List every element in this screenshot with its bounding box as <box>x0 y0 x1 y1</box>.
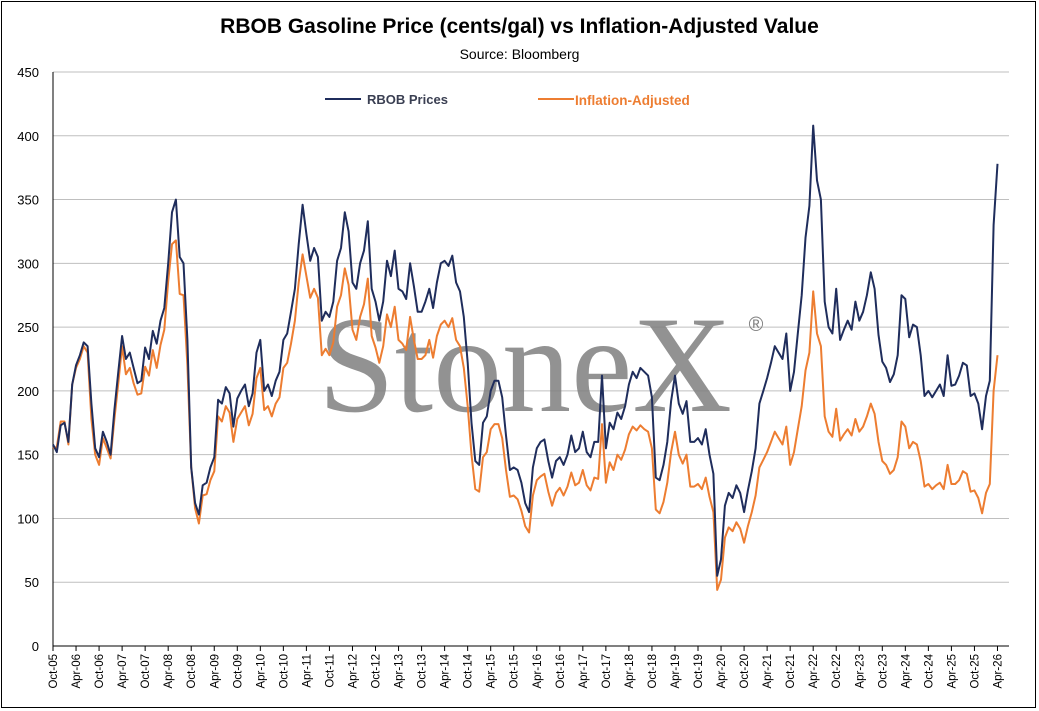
x-tick-label: Apr-24 <box>900 653 912 688</box>
x-tick-label: Apr-18 <box>624 654 636 689</box>
x-tick-label: Apr-13 <box>394 654 406 689</box>
series-lines <box>52 124 999 591</box>
x-tick-label: Oct-09 <box>232 654 244 689</box>
x-tick-label: Apr-12 <box>347 654 359 689</box>
legend-label-adjusted: Inflation-Adjusted <box>575 93 690 108</box>
x-tick-label: Apr-07 <box>117 654 129 689</box>
y-tick-label: 50 <box>25 575 39 590</box>
y-tick-label: 150 <box>17 448 39 463</box>
x-tick-label: Apr-22 <box>808 654 820 689</box>
legend-label-rbob: RBOB Prices <box>367 92 448 107</box>
x-tick-label: Oct-16 <box>555 654 567 689</box>
x-tick-label: Oct-08 <box>186 654 198 689</box>
x-tick-label: Apr-08 <box>163 654 175 689</box>
x-tick-label: Apr-16 <box>532 654 544 689</box>
x-tick-label: Apr-25 <box>946 654 958 689</box>
x-tick-label: Oct-05 <box>48 654 60 689</box>
y-tick-label: 300 <box>17 256 39 271</box>
x-tick-label: Apr-23 <box>854 654 866 689</box>
x-tick-label: Oct-10 <box>278 654 290 689</box>
x-tick-label: Oct-25 <box>969 654 981 689</box>
y-tick-label: 100 <box>17 511 39 526</box>
x-tick-label: Oct-17 <box>601 654 613 689</box>
y-tick-label: 250 <box>17 320 39 335</box>
stonex-watermark: StoneX ® <box>318 288 764 441</box>
x-tick-label: Apr-17 <box>578 654 590 689</box>
x-tick-label: Oct-18 <box>647 654 659 689</box>
x-tick-label: Oct-24 <box>923 653 935 688</box>
x-tick-label: Oct-13 <box>417 654 429 689</box>
x-tick-label: Apr-26 <box>992 654 1004 689</box>
x-tick-label: Oct-12 <box>371 654 383 689</box>
x-tick-label: Apr-14 <box>440 653 452 688</box>
x-tick-label: Apr-06 <box>71 654 83 689</box>
series-line-rbob-prices <box>52 124 999 577</box>
watermark-registered-mark: ® <box>749 314 764 336</box>
chart-title: RBOB Gasoline Price (cents/gal) vs Infla… <box>220 15 819 38</box>
x-tick-label: Apr-09 <box>209 654 221 689</box>
x-tick-label: Oct-19 <box>693 654 705 689</box>
x-tick-label: Apr-19 <box>670 654 682 689</box>
x-tick-label: Oct-23 <box>877 654 889 689</box>
series-line-inflation-adjusted <box>52 239 999 591</box>
y-tick-label: 450 <box>17 65 39 80</box>
x-tick-label: Oct-11 <box>324 654 336 688</box>
x-tick-label: Apr-20 <box>716 654 728 689</box>
x-tick-label: Apr-21 <box>762 654 774 689</box>
x-tick-label: Oct-06 <box>94 654 106 689</box>
x-tick-label: Oct-15 <box>509 654 521 689</box>
x-tick-label: Oct-22 <box>831 654 843 689</box>
y-tick-label: 350 <box>17 193 39 208</box>
x-tick-label: Oct-20 <box>739 654 751 689</box>
x-tick-label: Oct-21 <box>785 654 797 689</box>
chart-subtitle: Source: Bloomberg <box>459 46 580 62</box>
legend: RBOB Prices Inflation-Adjusted <box>325 92 690 108</box>
y-tick-label: 400 <box>17 129 39 144</box>
x-tick-label: Apr-11 <box>301 654 313 688</box>
x-tick-label: Apr-10 <box>255 654 267 689</box>
axes: 0 50 100 150 200 250 300 350 400 450 Oct-05 Apr-06 O… <box>17 65 1009 689</box>
x-tick-label: Oct-14 <box>463 653 475 688</box>
y-tick-label: 0 <box>32 639 39 654</box>
x-tick-label: Oct-07 <box>140 654 152 689</box>
x-tick-label: Apr-15 <box>486 654 498 689</box>
y-tick-label: 200 <box>17 384 39 399</box>
